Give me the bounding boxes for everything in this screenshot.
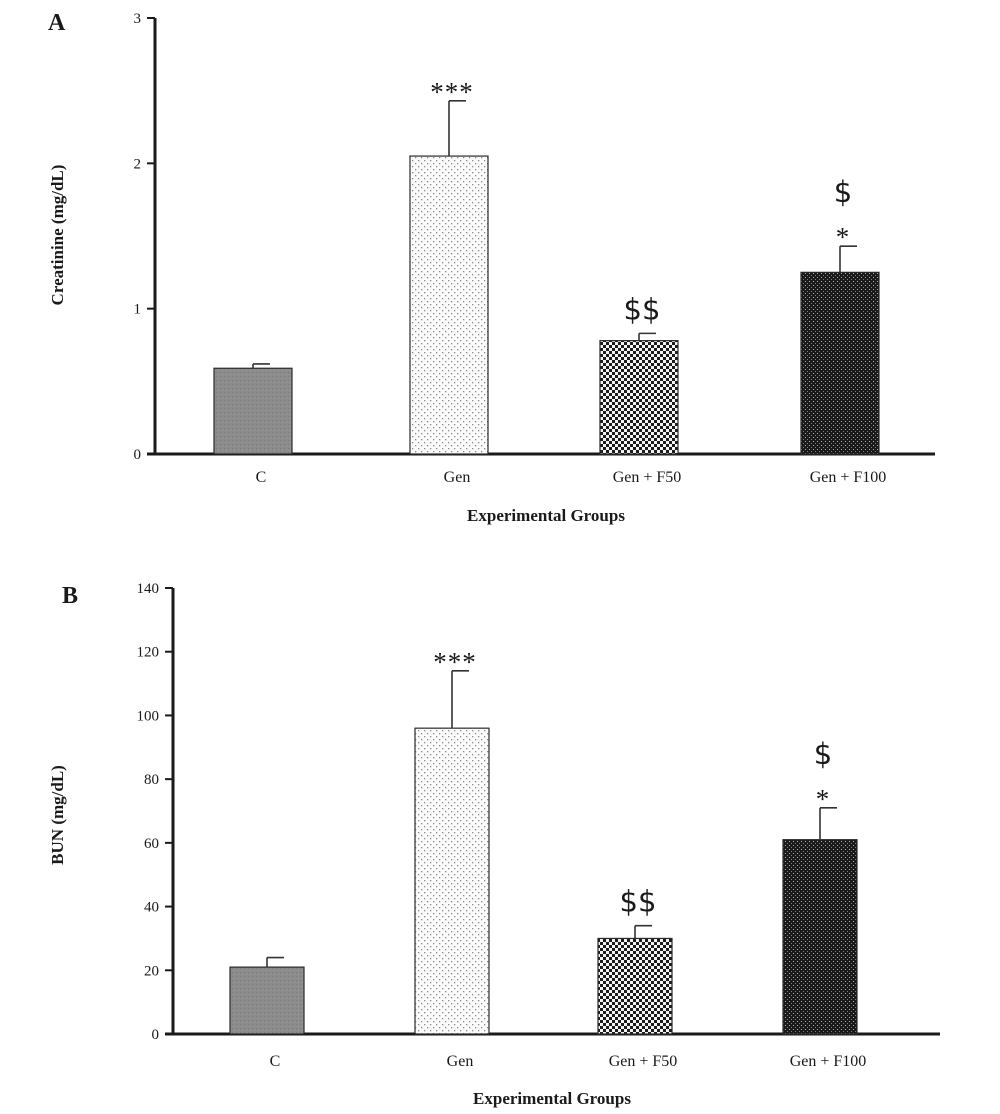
- y-tick-label: 3: [134, 11, 142, 27]
- y-tick-label: 0: [152, 1027, 160, 1043]
- plot-area-b: 0 20 40 60 80 100 120 140 C Gen *** Gen + F50 $$ Gen …: [137, 581, 940, 1070]
- significance-marker: $$: [624, 292, 661, 326]
- bar: [782, 839, 858, 1035]
- significance-marker: ***: [433, 647, 477, 677]
- y-tick-label: 100: [137, 708, 160, 724]
- y-axis-label-a: Creatinine (mg/dL): [48, 165, 67, 306]
- x-tick-label: Gen + F100: [790, 1053, 867, 1070]
- x-axis-label-b: Experimental Groups: [473, 1089, 631, 1108]
- bar: [229, 966, 305, 1035]
- bar: [409, 155, 489, 455]
- panel-b: B BUN (mg/dL) Experimental Groups 0 20 40 6…: [48, 581, 940, 1108]
- y-tick-label: 1: [134, 302, 142, 318]
- significance-marker: *: [836, 222, 851, 252]
- panel-a: A Creatinine (mg/dL) Experimental Groups…: [48, 10, 935, 525]
- significance-marker: $: [834, 175, 852, 209]
- plot-area-a: 0 1 2 3 C Gen *** Gen + F50 $$ Gen + F100 * $: [134, 11, 935, 486]
- y-tick-label: 80: [144, 772, 159, 788]
- significance-marker: $: [814, 737, 832, 771]
- y-tick-label: 40: [144, 900, 159, 916]
- x-axis-label-a: Experimental Groups: [467, 506, 625, 525]
- bar: [599, 340, 679, 455]
- y-tick-label: 2: [134, 156, 142, 172]
- bar: [414, 727, 490, 1035]
- x-tick-label: C: [256, 469, 267, 486]
- bar: [213, 367, 293, 455]
- y-tick-label: 140: [137, 581, 160, 597]
- y-tick-label: 0: [134, 447, 142, 463]
- x-tick-label: C: [270, 1053, 281, 1070]
- x-tick-label: Gen + F100: [810, 469, 887, 486]
- y-axis-label-b: BUN (mg/dL): [48, 765, 67, 865]
- significance-marker: $$: [620, 885, 657, 919]
- y-tick-label: 60: [144, 836, 159, 852]
- x-tick-label: Gen: [444, 469, 471, 486]
- bar: [800, 271, 880, 455]
- y-tick-label: 120: [137, 645, 160, 661]
- x-tick-label: Gen + F50: [609, 1053, 678, 1070]
- bar: [597, 937, 673, 1035]
- significance-marker: *: [816, 784, 831, 814]
- x-tick-label: Gen + F50: [613, 469, 682, 486]
- panel-label-b: B: [62, 583, 78, 609]
- panel-label-a: A: [48, 10, 66, 36]
- significance-marker: ***: [430, 77, 474, 107]
- y-tick-label: 20: [144, 963, 159, 979]
- x-tick-label: Gen: [447, 1053, 474, 1070]
